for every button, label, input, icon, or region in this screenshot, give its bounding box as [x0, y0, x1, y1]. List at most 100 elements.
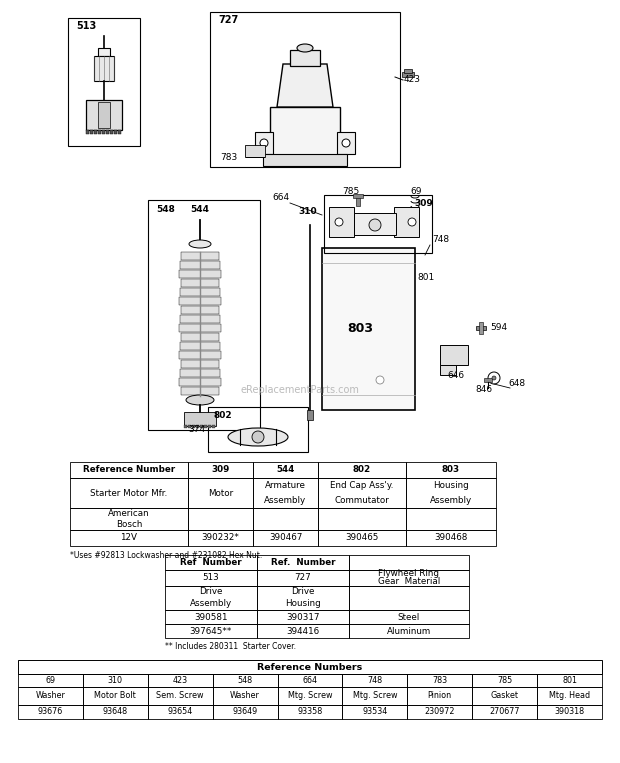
Bar	[472, 674, 537, 687]
Bar	[255, 132, 273, 154]
Bar	[324, 195, 432, 253]
Bar	[208, 407, 308, 452]
Text: Gasket: Gasket	[490, 691, 519, 700]
Bar	[83, 705, 148, 719]
Text: Steel: Steel	[398, 613, 420, 622]
Bar	[342, 687, 407, 705]
Ellipse shape	[186, 395, 214, 405]
Bar	[404, 69, 412, 73]
Text: Reference Number: Reference Number	[83, 465, 175, 475]
Text: 423: 423	[172, 676, 188, 685]
Bar	[18, 705, 83, 719]
Circle shape	[335, 218, 343, 226]
Bar	[98, 48, 110, 56]
Bar	[179, 378, 221, 386]
Ellipse shape	[189, 240, 211, 248]
Text: Reference Numbers: Reference Numbers	[257, 662, 363, 671]
Bar	[472, 687, 537, 705]
Bar	[148, 674, 213, 687]
Bar	[148, 687, 213, 705]
Text: Drive: Drive	[291, 588, 315, 597]
Bar	[337, 132, 355, 154]
Bar	[110, 130, 113, 134]
Bar	[329, 207, 354, 237]
Bar	[181, 279, 219, 287]
Text: *Uses #92813 Lockwasher and #231082 Hex Nut.: *Uses #92813 Lockwasher and #231082 Hex …	[70, 551, 262, 560]
Text: 390467: 390467	[269, 533, 302, 542]
Text: 783: 783	[432, 676, 448, 685]
Bar	[181, 306, 219, 314]
Text: 748: 748	[432, 236, 449, 244]
Text: 310: 310	[108, 676, 123, 685]
Circle shape	[252, 431, 264, 443]
Bar	[440, 345, 468, 365]
Circle shape	[408, 218, 416, 226]
Bar	[165, 624, 257, 638]
Bar	[179, 351, 221, 359]
Bar	[406, 462, 496, 478]
Text: 390468: 390468	[435, 533, 467, 542]
Text: 548: 548	[156, 204, 175, 214]
Bar	[406, 478, 496, 508]
Text: Motor: Motor	[208, 488, 233, 497]
Text: 783: 783	[220, 153, 237, 162]
Bar	[290, 50, 320, 66]
Bar	[407, 674, 472, 687]
Text: 69: 69	[45, 676, 56, 685]
Bar	[245, 145, 265, 157]
Bar	[179, 297, 221, 305]
Bar	[278, 687, 342, 705]
Bar	[349, 555, 469, 570]
Text: American: American	[108, 509, 150, 518]
Bar	[537, 674, 602, 687]
Bar	[18, 674, 83, 687]
Text: 93676: 93676	[38, 707, 63, 716]
Bar	[278, 705, 342, 719]
Circle shape	[488, 372, 500, 384]
Text: 93648: 93648	[103, 707, 128, 716]
Text: Mtg. Screw: Mtg. Screw	[288, 691, 332, 700]
Text: 544: 544	[190, 204, 209, 214]
Text: 664: 664	[303, 676, 317, 685]
Bar	[70, 462, 188, 478]
Ellipse shape	[297, 44, 313, 52]
Text: Ref  Number: Ref Number	[180, 558, 242, 567]
Bar	[212, 425, 215, 428]
Bar	[180, 315, 220, 323]
Text: 270677: 270677	[489, 707, 520, 716]
Text: 93649: 93649	[232, 707, 258, 716]
Text: Gear  Material: Gear Material	[378, 578, 440, 587]
Bar	[118, 130, 121, 134]
Bar	[204, 425, 207, 428]
Bar	[196, 425, 199, 428]
Text: 594: 594	[490, 324, 507, 333]
Text: 93358: 93358	[298, 707, 322, 716]
Bar	[349, 570, 469, 586]
Text: 748: 748	[367, 676, 383, 685]
Bar	[181, 387, 219, 395]
Bar	[188, 530, 253, 546]
Bar	[318, 478, 406, 508]
Bar	[318, 530, 406, 546]
Text: Assembly: Assembly	[190, 600, 232, 609]
Bar	[213, 674, 278, 687]
Bar	[181, 333, 219, 341]
Text: Assembly: Assembly	[265, 496, 306, 505]
Bar	[68, 18, 140, 146]
Text: 801: 801	[562, 676, 577, 685]
Bar	[407, 687, 472, 705]
Bar	[342, 705, 407, 719]
Bar	[479, 322, 483, 334]
Bar	[322, 248, 415, 410]
Bar	[83, 687, 148, 705]
Bar	[98, 130, 101, 134]
Circle shape	[260, 139, 268, 147]
Text: 397645**: 397645**	[190, 626, 232, 636]
Text: Drive: Drive	[199, 588, 223, 597]
Bar	[270, 107, 340, 157]
Text: Assembly: Assembly	[430, 496, 472, 505]
Text: 309: 309	[211, 465, 229, 475]
Bar	[180, 288, 220, 296]
Circle shape	[342, 139, 350, 147]
Bar	[179, 324, 221, 332]
